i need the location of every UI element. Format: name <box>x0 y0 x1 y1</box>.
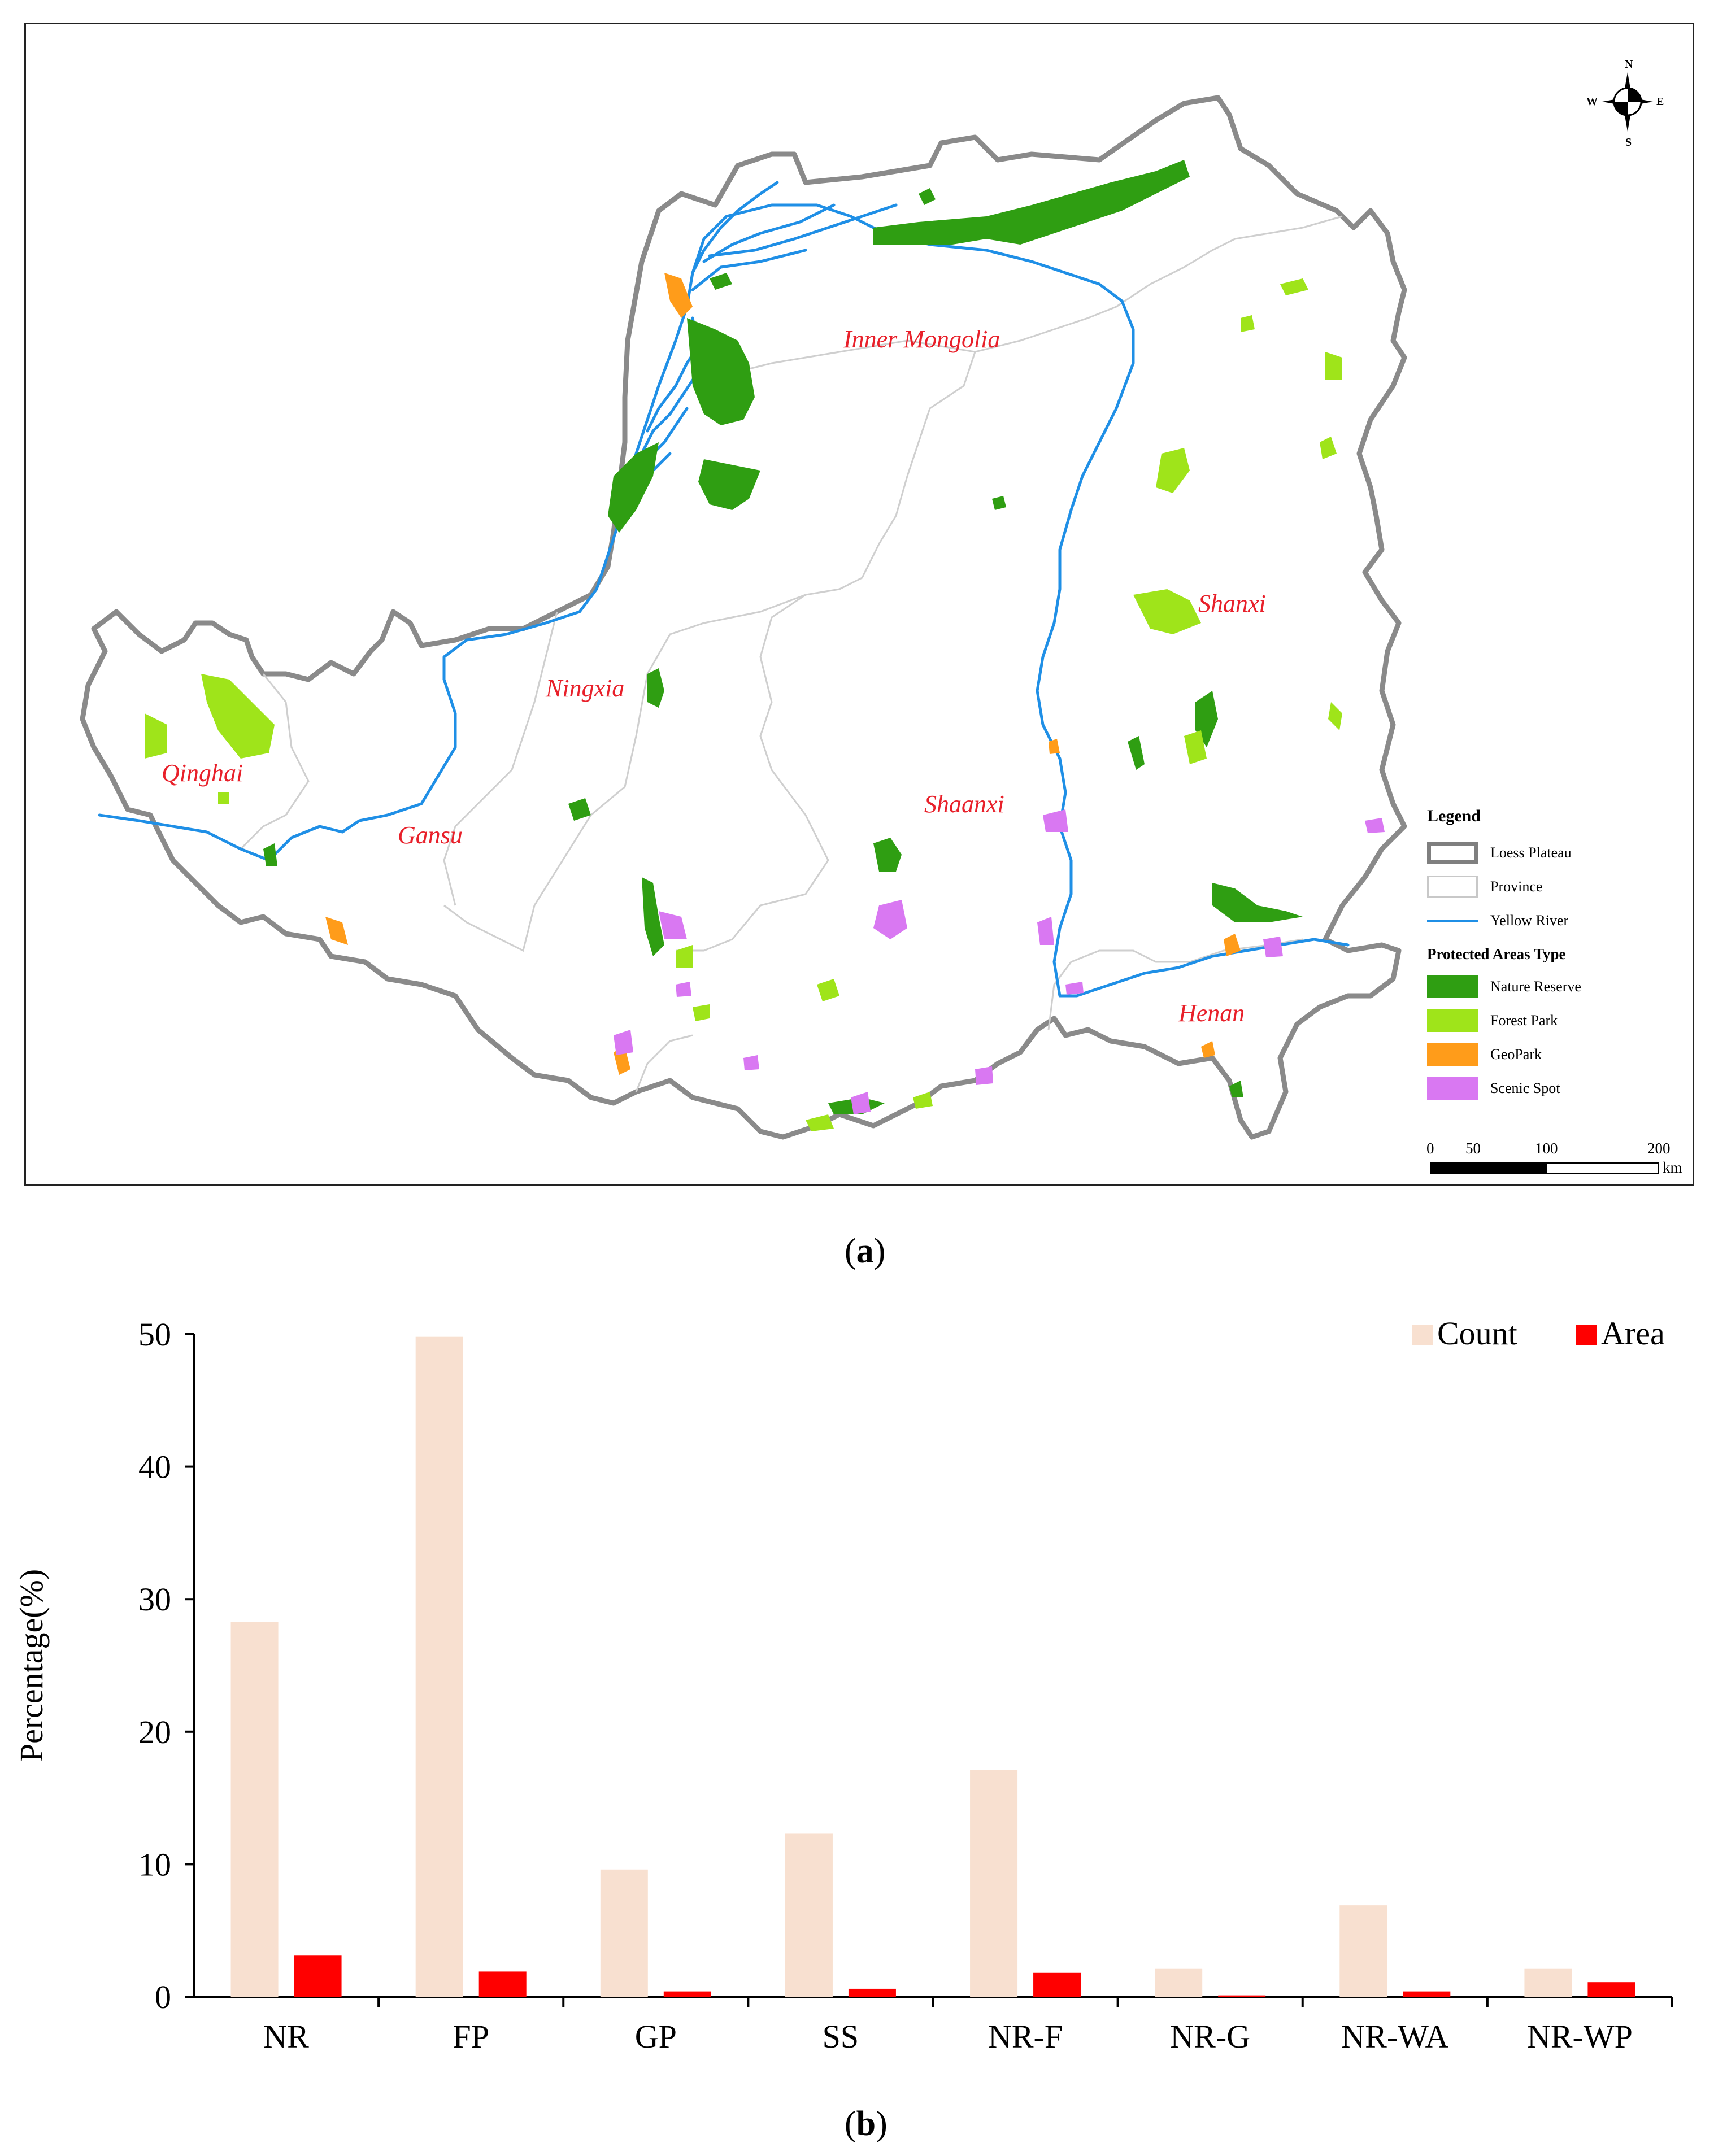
y-tick-label: 10 <box>138 1846 171 1883</box>
x-tick-label: NR-WP <box>1527 2018 1633 2055</box>
legend-item-label: Scenic Spot <box>1490 1080 1560 1096</box>
scale-bar-white <box>1546 1162 1659 1174</box>
bar-area-nr <box>294 1955 342 1997</box>
bar-area-nr-wa <box>1403 1991 1451 1997</box>
legend-item-nature-reserve: Nature Reserve <box>1427 970 1693 1004</box>
bar-count-ss <box>785 1833 833 1997</box>
province-label-ningxia: Ningxia <box>546 674 625 702</box>
province-swatch <box>1427 876 1478 898</box>
legend-item-label: Province <box>1490 878 1543 895</box>
legend-item-label: Nature Reserve <box>1490 978 1581 995</box>
bar-count-nr-g <box>1155 1968 1203 1997</box>
y-axis-label: Percentage(%) <box>13 1569 50 1762</box>
caption-a: (a) <box>845 1232 886 1270</box>
x-tick-label: FP <box>453 2018 489 2055</box>
caption-a-letter: a <box>856 1232 874 1270</box>
bar-area-nr-g <box>1218 1995 1266 1997</box>
legend-swatch-area <box>1576 1325 1597 1345</box>
compass-e-label: E <box>1656 95 1664 108</box>
bar-area-ss <box>848 1988 896 1997</box>
x-tick-label: NR-WA <box>1341 2018 1448 2055</box>
scale-bar-black <box>1430 1162 1546 1174</box>
scale-unit: km <box>1663 1159 1682 1176</box>
legend-item-label: GeoPark <box>1490 1046 1542 1062</box>
scale-tick-50: 50 <box>1465 1140 1481 1157</box>
x-tick-label: GP <box>635 2018 677 2055</box>
y-tick-label: 40 <box>138 1449 171 1486</box>
bar-count-nr-wp <box>1524 1968 1572 1997</box>
nature-reserve-swatch <box>1427 975 1478 998</box>
bar-area-nr-f <box>1033 1972 1081 1997</box>
legend-item-label: Forest Park <box>1490 1012 1558 1029</box>
bar-chart: 0 10 20 30 40 50 Percentage(%) NR FP GP SS NR-F NR-G… <box>13 1315 1673 2055</box>
geopark-swatch <box>1427 1043 1478 1066</box>
legend-item-loess-plateau: Loess Plateau <box>1427 836 1693 870</box>
y-tick-label: 20 <box>138 1714 171 1750</box>
scale-tick-100: 100 <box>1535 1140 1558 1157</box>
x-tick-label: NR-F <box>988 2018 1063 2055</box>
province-label-qinghai: Qinghai <box>162 759 243 787</box>
legend-swatch-count <box>1412 1325 1433 1345</box>
caption-b: (b) <box>845 2105 888 2143</box>
bar-count-gp <box>600 1869 648 1997</box>
x-tick-label: NR <box>263 2018 309 2055</box>
legend-item-yellow-river: Yellow River <box>1427 904 1693 938</box>
legend-item-province: Province <box>1427 870 1693 904</box>
y-tick-label: 50 <box>138 1316 171 1353</box>
compass-w-label: W <box>1586 95 1598 108</box>
y-tick-label: 0 <box>155 1979 171 2015</box>
loess-boundary-swatch <box>1427 842 1478 864</box>
scale-tick-200: 200 <box>1647 1140 1671 1157</box>
nature-reserve-areas <box>263 160 1303 1114</box>
bar-count-nr-wa <box>1339 1905 1387 1997</box>
map-canvas <box>80 95 1407 1140</box>
legend-label-area: Area <box>1601 1315 1665 1352</box>
compass-rose-icon <box>1602 72 1653 132</box>
bar-area-gp <box>663 1991 711 1997</box>
province-label-shanxi: Shanxi <box>1198 590 1266 617</box>
bar-count-fp <box>415 1336 463 1997</box>
province-label-shaanxi: Shaanxi <box>924 790 1004 818</box>
bar-count-nr <box>230 1622 279 1997</box>
legend-label-count: Count <box>1437 1315 1517 1352</box>
map-panel: N S W E Inner Mongolia Shanxi Ningxia Sh… <box>24 23 1694 1186</box>
scale-tick-0: 0 <box>1426 1140 1434 1157</box>
scenic-spot-swatch <box>1427 1077 1478 1100</box>
map-legend: Legend Loess Plateau Province Yellow Riv… <box>1427 807 1693 1105</box>
loess-plateau-boundary <box>80 95 1407 1140</box>
compass-n-label: N <box>1625 58 1633 71</box>
geopark-areas <box>325 273 1241 1075</box>
north-arrow-compass: N S W E <box>1586 58 1664 149</box>
legend-item-label: Loess Plateau <box>1490 844 1572 861</box>
bar-count-nr-f <box>970 1770 1018 1997</box>
x-tick-label: NR-G <box>1170 2018 1250 2055</box>
province-label-inner-mongolia: Inner Mongolia <box>843 325 1000 353</box>
province-boundaries <box>240 215 1343 1092</box>
bar-area-nr-wp <box>1587 1982 1635 1997</box>
y-tick-label: 30 <box>138 1581 171 1618</box>
caption-b-letter: b <box>856 2105 876 2143</box>
legend-title: Legend <box>1427 807 1481 825</box>
compass-s-label: S <box>1625 136 1632 149</box>
forest-park-areas <box>145 278 1342 1131</box>
legend-item-geopark: GeoPark <box>1427 1038 1693 1072</box>
forest-park-swatch <box>1427 1009 1478 1032</box>
province-label-henan: Henan <box>1178 999 1245 1027</box>
scale-bar: 0 50 100 200 km <box>1426 1140 1690 1179</box>
river-swatch <box>1427 920 1478 922</box>
legend-subtitle: Protected Areas Type <box>1427 946 1566 962</box>
x-tick-label: SS <box>823 2018 859 2055</box>
province-label-gansu: Gansu <box>398 821 463 849</box>
legend-item-label: Yellow River <box>1490 912 1569 929</box>
legend-item-forest-park: Forest Park <box>1427 1004 1693 1038</box>
legend-item-scenic-spot: Scenic Spot <box>1427 1072 1693 1105</box>
bar-area-fp <box>478 1971 527 1997</box>
scenic-spot-areas <box>614 809 1385 1114</box>
